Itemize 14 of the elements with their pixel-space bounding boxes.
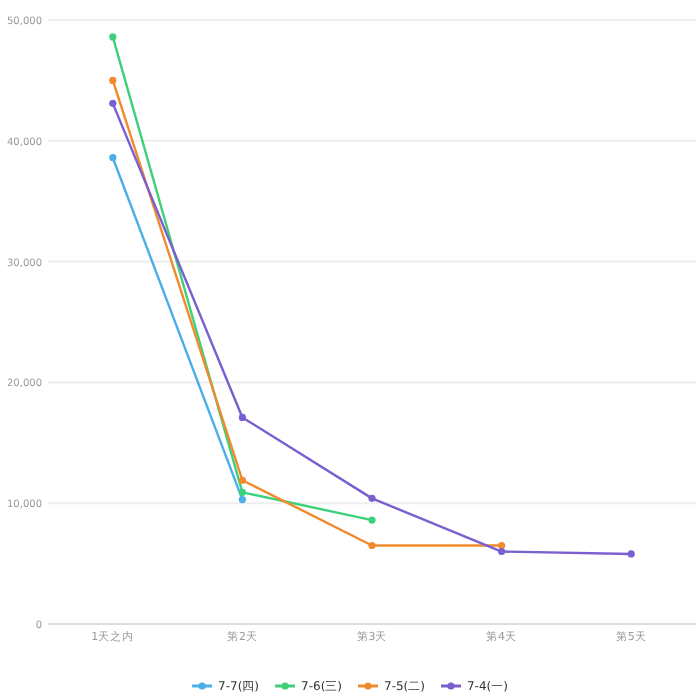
point (627, 550, 635, 558)
point (109, 76, 117, 84)
point (498, 541, 506, 550)
point (238, 476, 246, 484)
point (109, 154, 117, 162)
point (368, 541, 376, 550)
point (238, 413, 246, 422)
point (368, 494, 376, 502)
point (368, 516, 376, 524)
point (498, 547, 506, 556)
point (238, 495, 246, 504)
point (238, 488, 246, 496)
point (109, 33, 117, 41)
point (109, 99, 117, 107)
